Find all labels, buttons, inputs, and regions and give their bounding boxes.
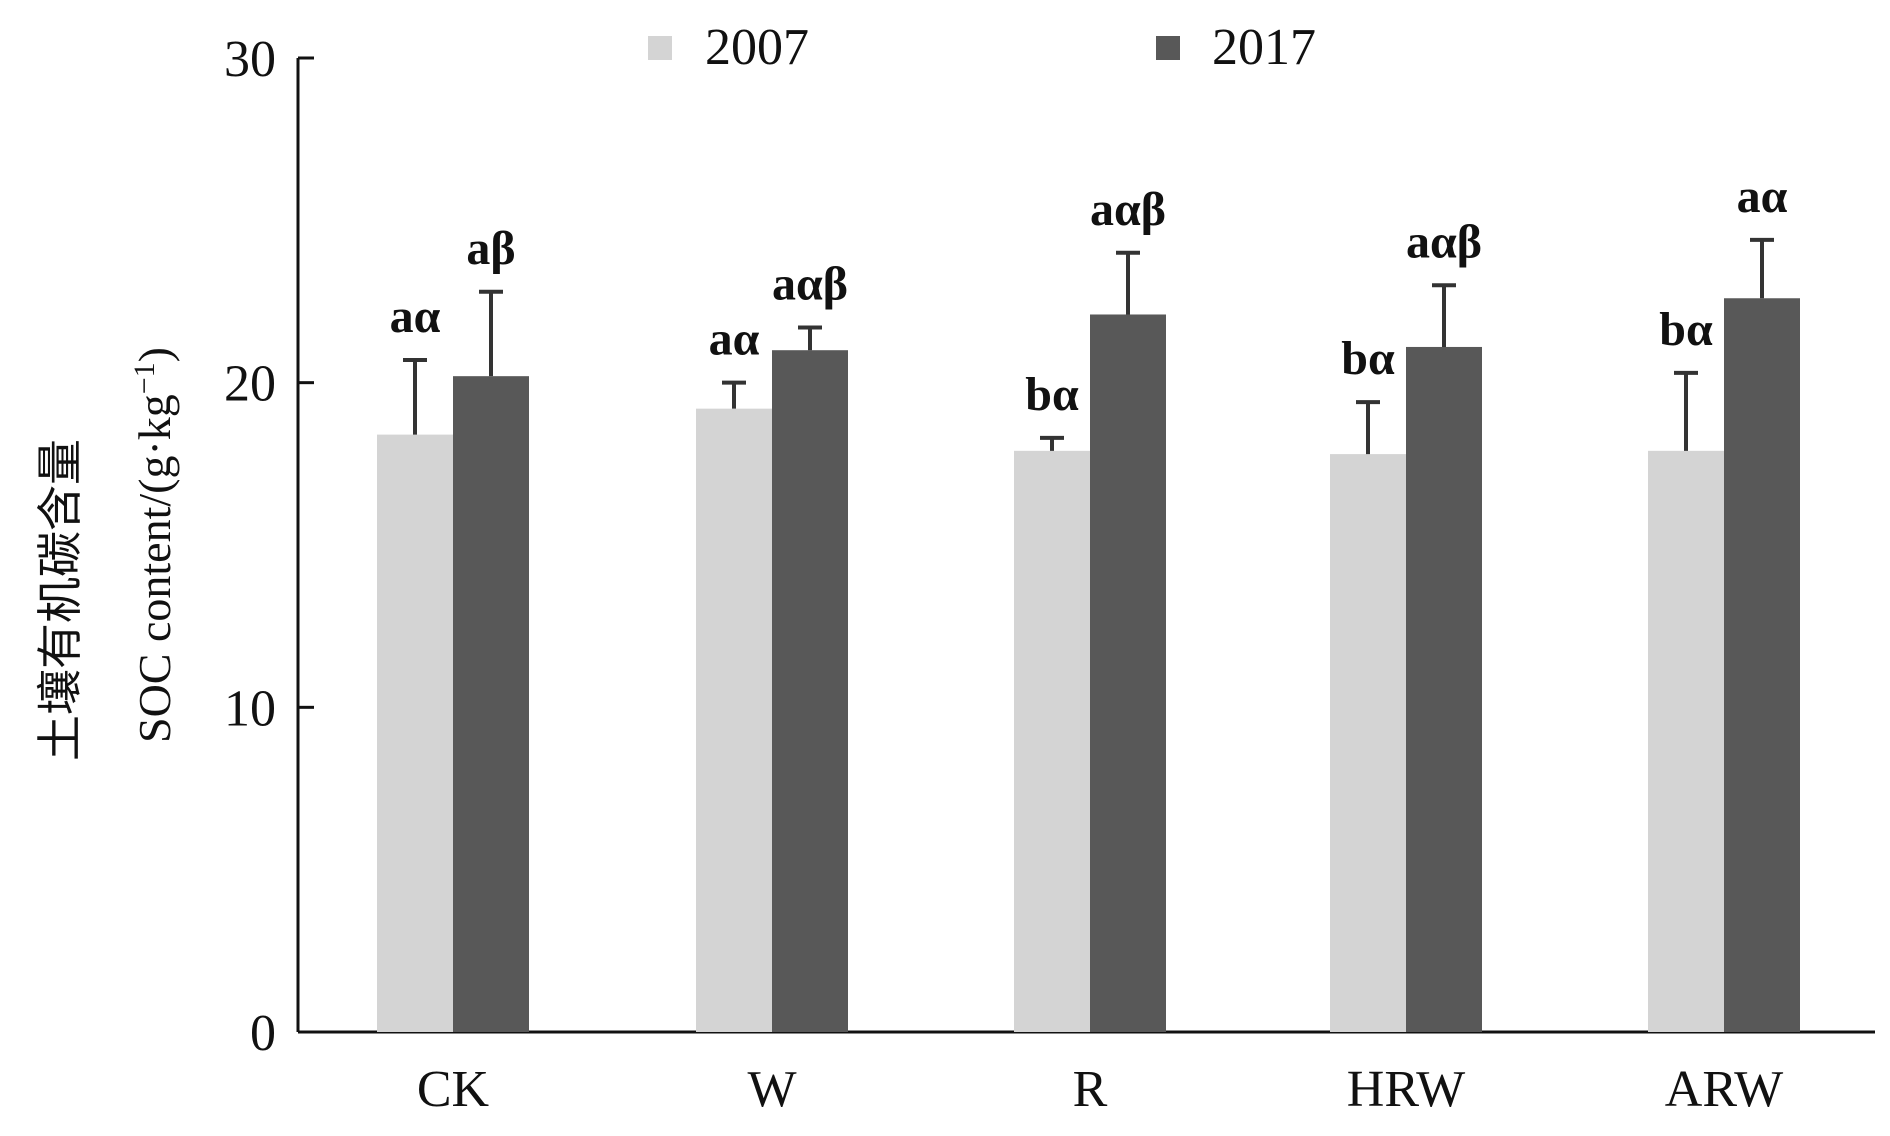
bar-2017-HRW [1406,346,1482,1032]
error-bar-2007-R [1040,435,1064,451]
legend: 2007 2017 [648,19,1316,76]
bar-2017-W [772,350,848,1032]
y-tick-label-10: 10 [224,680,276,737]
error-bar-2017-ARW [1750,237,1774,299]
sig-label-2017-HRW: aαβ [1406,215,1482,268]
sig-label-2007-ARW: bα [1659,303,1713,356]
sig-label-2017-ARW: aα [1737,170,1788,223]
error-bar-2017-CK [479,289,503,377]
x-tick-label-R: R [1073,1061,1108,1118]
legend-swatch-2017 [1156,36,1180,60]
error-bar-2007-W [722,380,746,409]
y-axis-title-prefix: SOC content/(g·kg [129,394,180,743]
y-tick-label-0: 0 [250,1005,276,1062]
bar-2007-ARW [1648,450,1724,1032]
y-tick-label-30: 30 [224,31,276,88]
x-tick-label-ARW: ARW [1665,1061,1783,1118]
error-bar-2007-CK [403,357,427,435]
y-axis-title: 土壤有机碳含量 SOC content/(g·kg−1) [35,347,180,761]
y-tick-label-20: 20 [224,356,276,413]
y-axis-title-superscript: −1 [128,362,161,394]
x-tick-label-HRW: HRW [1347,1061,1465,1118]
bar-2007-HRW [1330,454,1406,1032]
error-bar-2017-R [1116,250,1140,315]
sig-label-2017-CK: aβ [466,222,515,275]
error-bar-2017-HRW [1432,283,1456,347]
legend-label-2017: 2017 [1212,19,1316,76]
bar-2007-CK [377,434,453,1032]
error-bar-2017-W [798,325,822,351]
sig-label-2007-W: aα [709,313,760,366]
error-bar-2007-HRW [1356,400,1380,455]
sig-label-2007-CK: aα [390,290,441,343]
x-tick-label-CK: CK [417,1061,490,1118]
legend-label-2007: 2007 [705,19,809,76]
x-tick-label-W: W [747,1061,796,1118]
sig-label-2007-R: bα [1025,368,1079,421]
bar-2017-R [1090,314,1166,1032]
bar-2007-W [696,408,772,1032]
y-axis-title-suffix: ) [129,347,180,362]
y-axis-title-chinese: 土壤有机碳含量 [35,439,86,761]
bar-2017-CK [453,376,529,1032]
bar-2017-ARW [1724,298,1800,1033]
bar-2007-R [1014,450,1090,1032]
error-bar-2007-ARW [1674,370,1698,451]
sig-label-2017-R: aαβ [1090,183,1166,236]
sig-label-2007-HRW: bα [1341,332,1395,385]
y-axis-title-english: SOC content/(g·kg−1) [128,347,181,743]
legend-swatch-2007 [648,36,672,60]
sig-label-2017-W: aαβ [772,257,848,310]
